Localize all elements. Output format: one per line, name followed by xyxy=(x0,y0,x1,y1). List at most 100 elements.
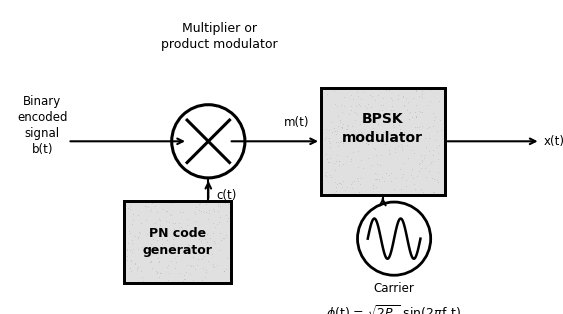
Point xyxy=(339,141,348,146)
Point xyxy=(351,117,360,122)
Point xyxy=(388,118,397,123)
Point xyxy=(355,102,364,107)
Point xyxy=(190,211,199,216)
Point xyxy=(126,266,135,271)
Point xyxy=(175,225,184,230)
Point xyxy=(333,153,342,158)
Point xyxy=(326,174,335,179)
Point xyxy=(173,243,182,248)
Point xyxy=(374,136,383,141)
Point xyxy=(153,269,162,274)
Point xyxy=(368,125,377,130)
Point xyxy=(330,167,339,172)
Point xyxy=(168,220,177,225)
Point xyxy=(146,207,155,212)
Point xyxy=(164,277,173,282)
Point xyxy=(203,252,212,257)
Point xyxy=(359,89,368,94)
Point xyxy=(385,110,394,115)
Point xyxy=(332,185,341,190)
Point xyxy=(142,231,151,236)
Point xyxy=(354,149,363,154)
Point xyxy=(325,141,334,146)
Point xyxy=(380,142,389,147)
Point xyxy=(397,147,406,152)
Point xyxy=(209,221,218,226)
Point xyxy=(350,178,359,183)
Point xyxy=(136,220,145,225)
Point xyxy=(411,110,420,115)
Point xyxy=(159,233,168,238)
Point xyxy=(322,91,331,96)
Point xyxy=(129,212,138,217)
Point xyxy=(165,247,174,252)
Point xyxy=(222,267,231,272)
Point xyxy=(385,151,394,156)
Point xyxy=(322,127,331,132)
Point xyxy=(189,277,198,282)
Point xyxy=(341,134,350,139)
Point xyxy=(400,161,409,166)
Point xyxy=(418,91,427,96)
Point xyxy=(388,122,397,127)
Point xyxy=(324,160,333,165)
Point xyxy=(368,185,377,190)
Point xyxy=(353,111,362,116)
Point xyxy=(172,259,181,264)
Point xyxy=(129,246,138,252)
Point xyxy=(391,150,400,155)
Point xyxy=(355,189,364,194)
Point xyxy=(333,143,342,148)
Point xyxy=(151,252,160,257)
Point xyxy=(363,101,372,106)
Point xyxy=(126,247,135,252)
Point xyxy=(167,259,176,264)
Point xyxy=(194,201,203,206)
Point xyxy=(202,201,211,206)
Point xyxy=(379,130,388,135)
Point xyxy=(413,133,422,138)
Point xyxy=(327,130,336,135)
Point xyxy=(400,102,409,107)
Point xyxy=(168,233,177,238)
Point xyxy=(329,190,338,195)
Point xyxy=(360,104,369,109)
Point xyxy=(398,133,407,138)
Point xyxy=(324,128,333,133)
Point xyxy=(214,208,223,214)
Point xyxy=(208,207,217,212)
Point xyxy=(353,178,362,183)
Point xyxy=(321,173,330,178)
Text: c(t): c(t) xyxy=(217,189,237,202)
Point xyxy=(126,259,135,264)
Point xyxy=(345,111,354,116)
Point xyxy=(418,158,427,163)
Point xyxy=(325,172,334,177)
Point xyxy=(198,257,207,262)
Point xyxy=(157,236,166,241)
Point xyxy=(396,187,405,192)
Point xyxy=(151,203,160,208)
Point xyxy=(171,266,180,271)
Point xyxy=(209,264,218,269)
Point xyxy=(215,204,224,209)
Point xyxy=(343,123,352,128)
Point xyxy=(418,95,427,100)
Text: PN code
generator: PN code generator xyxy=(142,227,212,257)
Point xyxy=(421,135,430,140)
Point xyxy=(155,271,164,276)
Point xyxy=(141,217,150,222)
Point xyxy=(133,212,142,217)
Point xyxy=(339,95,348,100)
Point xyxy=(155,258,164,263)
Point xyxy=(203,240,212,245)
Point xyxy=(323,156,332,161)
Bar xyxy=(124,201,231,283)
Point xyxy=(171,255,180,260)
Point xyxy=(134,265,143,270)
Point xyxy=(363,142,372,147)
Point xyxy=(220,268,229,273)
Point xyxy=(222,255,231,260)
Point xyxy=(411,103,420,108)
Point xyxy=(352,89,361,94)
